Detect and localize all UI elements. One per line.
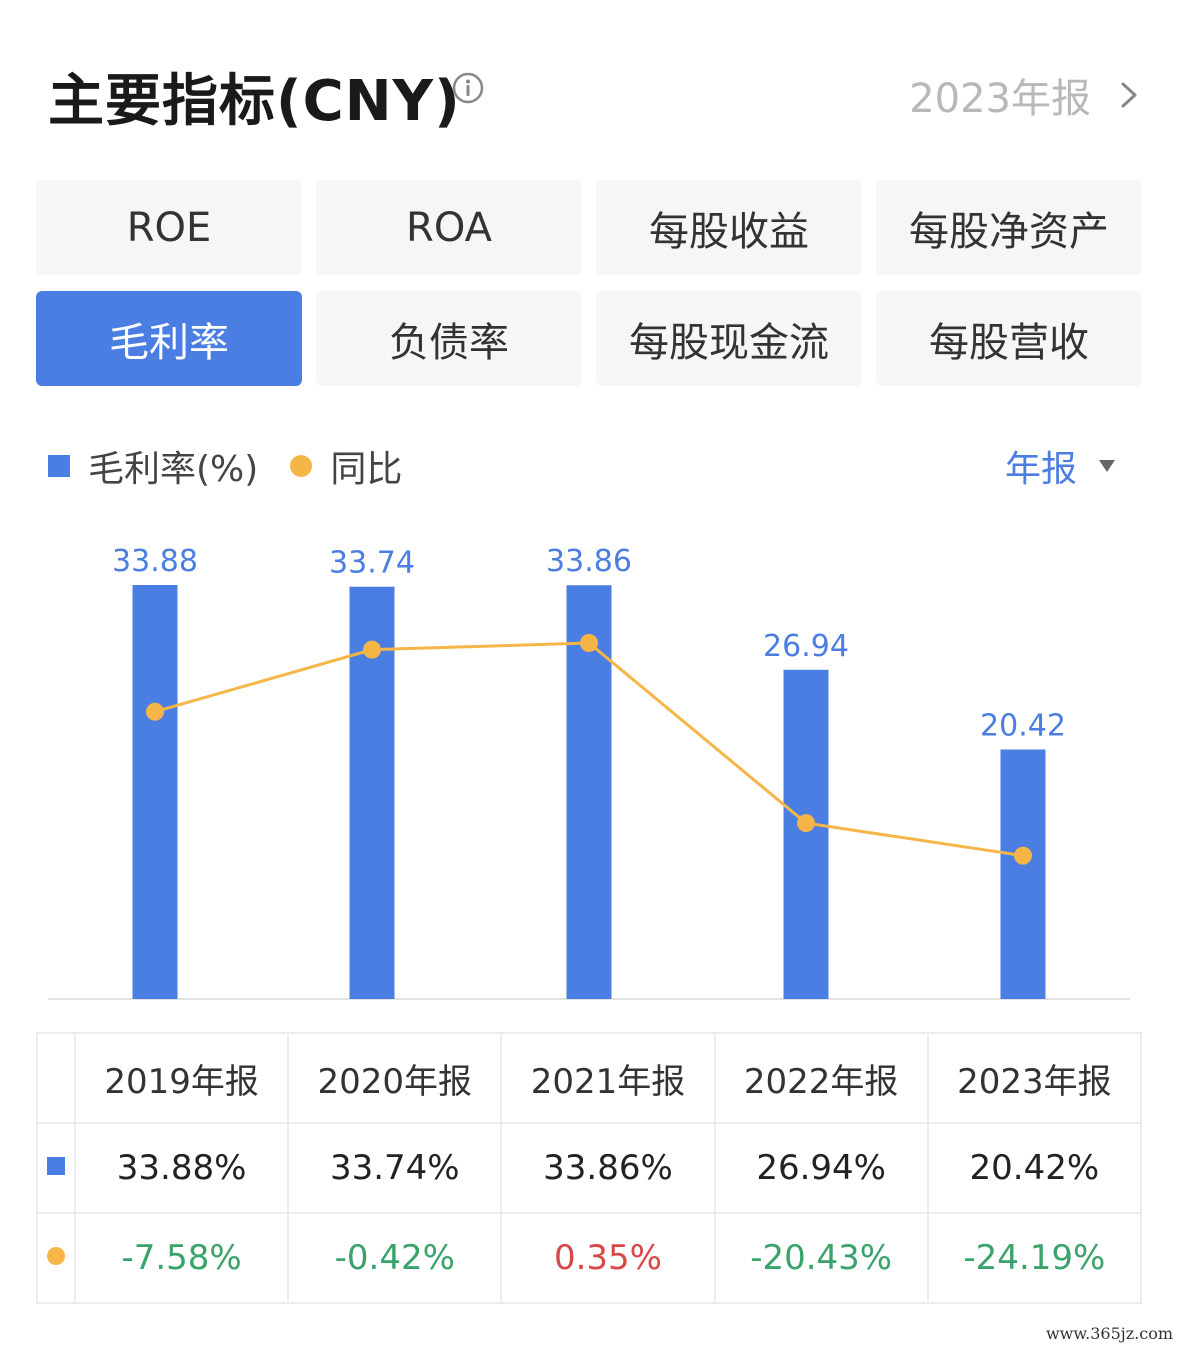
caret-down-icon	[1099, 460, 1115, 472]
legend-line-label: 同比	[330, 449, 403, 490]
chart-legend: 毛利率(%) 同比	[48, 440, 402, 492]
table-cell: 26.94%	[713, 1122, 929, 1214]
bar-value-label: 33.86	[546, 544, 632, 579]
yoy-point	[1014, 846, 1032, 865]
bar	[132, 585, 178, 999]
tab-roa[interactable]: ROA	[316, 180, 582, 275]
table-header-cell: 2023年报	[926, 1032, 1143, 1124]
row-line-marker-cell	[36, 1212, 76, 1304]
bar-value-label: 33.88	[112, 544, 198, 579]
table-header-cell: 2019年报	[73, 1032, 290, 1124]
table-cell: 33.88%	[73, 1122, 290, 1214]
indicator-tabs: ROE ROA 每股收益 每股净资产 毛利率 负债率 每股现金流 每股营收	[36, 180, 1144, 386]
data-table: 2019年报 2020年报 2021年报 2022年报 2023年报 33.88…	[36, 1032, 1143, 1304]
info-icon[interactable]	[452, 72, 484, 104]
bar-value-label: 33.74	[329, 546, 415, 581]
legend-bar-label: 毛利率(%)	[88, 449, 259, 490]
period-dropdown[interactable]: 年报	[1005, 440, 1115, 492]
bar	[1000, 749, 1046, 999]
tab-bvps[interactable]: 每股净资产	[876, 180, 1142, 275]
table-header-cell: 2021年报	[500, 1032, 716, 1124]
legend-bar-marker	[48, 455, 70, 477]
table-cell: 0.35%	[500, 1212, 716, 1304]
table-header-row: 2019年报 2020年报 2021年报 2022年报 2023年报	[36, 1032, 1143, 1124]
bar	[783, 669, 829, 999]
table-cell: -24.19%	[926, 1212, 1143, 1304]
tab-debt-ratio[interactable]: 负债率	[316, 291, 582, 386]
yoy-point	[797, 814, 815, 833]
chevron-right-icon	[1121, 82, 1137, 108]
header: 主要指标(CNY) 2023年报	[48, 52, 1139, 134]
line-marker	[47, 1247, 65, 1265]
table-cell: 33.86%	[500, 1122, 716, 1214]
tab-gross-margin[interactable]: 毛利率	[36, 291, 302, 386]
table-cell: -20.43%	[713, 1212, 929, 1304]
bar-value-label: 20.42	[980, 708, 1066, 743]
table-row-yoy: -7.58% -0.42% 0.35% -20.43% -24.19%	[36, 1212, 1143, 1304]
table-header-cell: 2020年报	[287, 1032, 503, 1124]
yoy-point	[580, 634, 598, 652]
report-period-selector[interactable]: 2023年报	[909, 66, 1139, 124]
bar-value-label: 26.94	[763, 629, 849, 664]
table-row-gross-margin: 33.88% 33.74% 33.86% 26.94% 20.42%	[36, 1122, 1143, 1214]
page-title: 主要指标(CNY)	[48, 69, 461, 134]
table-header-cell: 2022年报	[713, 1032, 929, 1124]
yoy-point	[146, 702, 164, 721]
bar-marker	[47, 1157, 65, 1175]
table-cell: -0.42%	[287, 1212, 503, 1304]
table-corner-cell	[36, 1032, 76, 1124]
watermark: www.365jz.com	[1045, 1324, 1173, 1343]
row-bar-marker-cell	[36, 1122, 76, 1214]
yoy-point	[363, 640, 381, 659]
table-cell: 33.74%	[287, 1122, 503, 1214]
tab-roe[interactable]: ROE	[36, 180, 302, 275]
gross-margin-chart: 33.88 33.74 33.86 26.94 20.42	[48, 544, 1130, 1000]
legend-line-marker	[290, 455, 313, 477]
tab-eps[interactable]: 每股收益	[596, 180, 862, 275]
period-label: 年报	[1004, 449, 1077, 490]
tab-cashflow-per-share[interactable]: 每股现金流	[596, 291, 862, 386]
tab-revenue-per-share[interactable]: 每股营收	[876, 291, 1142, 386]
table-cell: -7.58%	[73, 1212, 290, 1304]
table-cell: 20.42%	[926, 1122, 1143, 1214]
report-period-label: 2023年报	[909, 76, 1091, 122]
